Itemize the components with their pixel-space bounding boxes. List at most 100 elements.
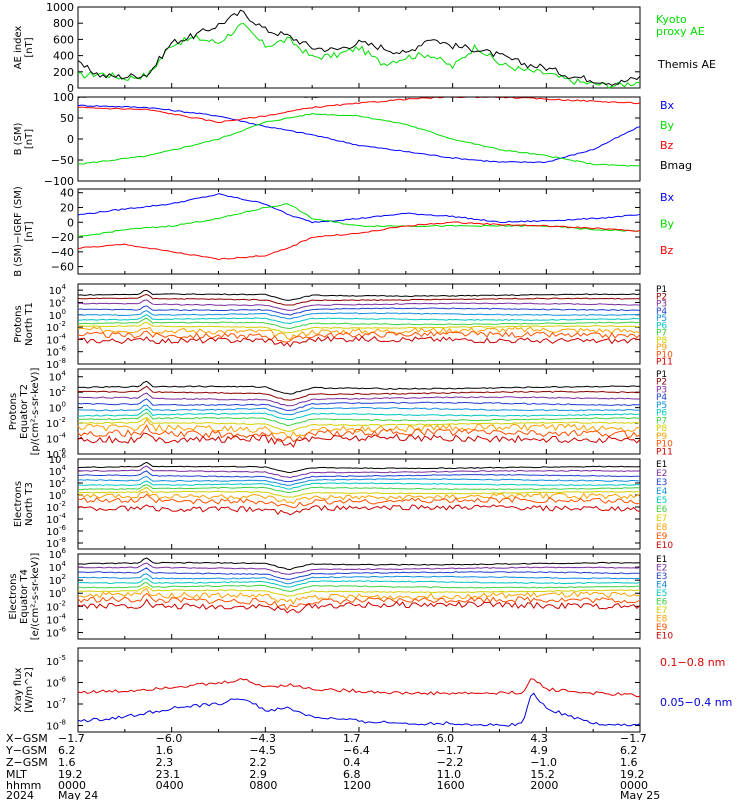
axis-value: −6.0 [156,732,183,745]
legend-e3: E3 [656,478,667,488]
legend-e1: E1 [656,555,667,565]
y-tick-exp: 2 [62,573,66,581]
series-line-bmag [77,96,640,98]
legend-p3: P3 [656,385,667,395]
series-line-p1 [77,380,641,395]
y-tick-label: 104 [49,370,67,384]
legend-bz: Bz [660,139,674,152]
series-line-p9 [77,326,641,341]
y-axis-label: Equator T4 [19,569,30,624]
y-tick-exp: -6 [59,675,67,683]
axis-value: 15.2 [530,768,555,781]
axis-value: −6.4 [343,744,370,757]
axis-row-label: MLT [6,768,27,781]
legend-p10: P10 [656,440,673,450]
y-axis-label: Electrons [8,573,19,619]
axis-value: 0.4 [343,756,361,769]
series-line-e5 [77,480,640,490]
legend-e4: E4 [656,581,668,591]
legend-e2: E2 [656,564,667,574]
y-tick-label: 10-5 [46,654,66,668]
series-line-p10 [77,424,641,443]
series-line-e9 [77,493,641,509]
y-tick-label: −100 [44,175,74,188]
y-tick-exp: -8 [59,536,66,544]
axis-value: May 24 [58,789,98,800]
legend-kyoto: proxy AE [656,25,705,38]
y-axis-label: Protons [13,305,24,342]
axis-value: 0000 [58,779,86,792]
panel-frame [77,188,641,275]
y-tick-label: 10-6 [46,625,66,639]
y-tick-exp: -6 [59,447,67,455]
y-tick-exp: -2 [59,320,66,328]
legend-kyoto: Kyoto [656,13,687,26]
axis-value: −1.0 [530,756,557,769]
y-axis-label: Equator T2 [19,384,30,439]
legend-p4: P4 [656,393,667,403]
series-line-e5 [77,577,641,588]
axis-value: 1.6 [156,744,174,757]
panel-bsm: −100 −50 0 50 100 B (SM) [nT] Bx By Bz Bmag [13,91,692,188]
y-tick-label: 10-2 [46,599,66,613]
y-axis-label: Electrons [13,481,24,527]
series-line-p3 [77,299,641,311]
series-line-p7 [77,317,641,330]
legend-p1: P1 [656,285,667,295]
series-line-p4 [77,305,641,316]
legend-e1: E1 [656,460,667,470]
series-line-0108nm [77,677,641,698]
series-line-e10 [77,504,641,516]
legend-e6: E6 [656,505,668,515]
series-line-e3 [77,567,641,580]
legend-e10: E10 [656,541,673,551]
legend-p11: P11 [656,358,673,368]
axis-value: −4.3 [249,732,276,745]
panel-frame [77,647,641,733]
axis-value: May 25 [620,789,660,800]
legend-bx: Bx [660,191,675,204]
series-line-e9 [77,592,641,611]
panel-xray: 10-5 10-6 10-7 10-8 Xray flux [W/m^2] 0.1−0.8 … [13,647,732,733]
series-line-p8 [77,321,641,334]
series-line-p8 [77,416,641,432]
series-line-e4 [77,475,641,486]
series-line-p4 [77,398,641,412]
legend-e5: E5 [656,496,667,506]
y-tick-exp: 2 [62,295,66,303]
series-line-00504nm [77,692,641,727]
y-tick-exp: 0 [62,586,66,594]
y-tick-exp: 4 [62,560,67,568]
panel-ae: 0 200 400 600 800 1000 AE index [nT] Kyotoproxy … [13,1,716,95]
series-line-p6 [78,314,641,325]
y-tick-exp: -8 [59,719,66,727]
series-line-e6 [77,581,641,593]
y-tick-label: −50 [51,154,74,167]
y-tick-exp: 4 [62,283,67,291]
y-tick-label: 100 [49,586,66,600]
y-tick-label: 10-7 [46,697,66,711]
legend-bx: Bx [660,99,675,112]
y-tick-label: 10-4 [46,612,66,626]
series-line-e7 [77,585,641,597]
axis-value: −1.7 [437,744,464,757]
y-tick-exp: 4 [62,464,67,472]
series-line-bx [77,104,641,164]
legend-bmag: Bmag [660,159,692,172]
legend-p2: P2 [656,378,667,388]
legend-p9: P9 [656,432,667,442]
legend-p8: P8 [656,336,667,346]
y-tick-exp: -7 [59,697,66,705]
y-tick-label: 600 [53,33,74,46]
axis-value: −1.7 [58,732,85,745]
legend-p6: P6 [656,321,667,331]
axis-value: 1600 [437,779,465,792]
series-line-themisae [77,9,641,86]
y-axis-label: [W/m^2] [24,667,35,713]
